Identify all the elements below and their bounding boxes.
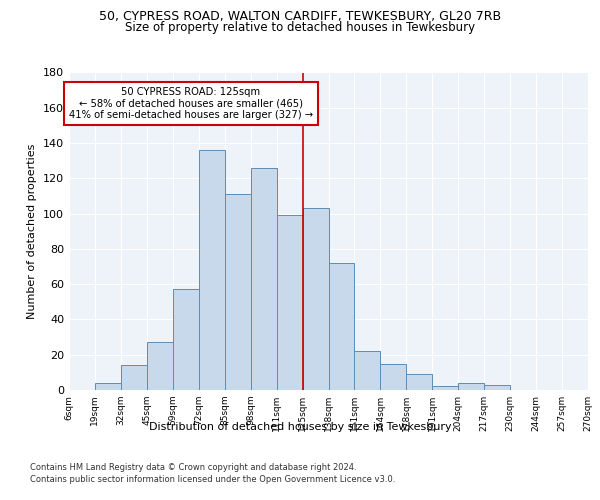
Text: 50 CYPRESS ROAD: 125sqm
← 58% of detached houses are smaller (465)
41% of semi-d: 50 CYPRESS ROAD: 125sqm ← 58% of detache… (69, 86, 313, 120)
Text: 50, CYPRESS ROAD, WALTON CARDIFF, TEWKESBURY, GL20 7RB: 50, CYPRESS ROAD, WALTON CARDIFF, TEWKES… (99, 10, 501, 23)
Bar (147, 342, 173, 390)
Bar (302, 208, 329, 390)
Bar (173, 290, 199, 390)
Bar (277, 216, 302, 390)
Text: Size of property relative to detached houses in Tewkesbury: Size of property relative to detached ho… (125, 21, 475, 34)
Bar (484, 384, 510, 390)
Text: Contains public sector information licensed under the Open Government Licence v3: Contains public sector information licen… (30, 475, 395, 484)
Bar (329, 263, 355, 390)
Bar (121, 366, 147, 390)
Text: Contains HM Land Registry data © Crown copyright and database right 2024.: Contains HM Land Registry data © Crown c… (30, 462, 356, 471)
Bar (458, 383, 484, 390)
Bar (355, 351, 380, 390)
Bar (406, 374, 432, 390)
Text: Distribution of detached houses by size in Tewkesbury: Distribution of detached houses by size … (149, 422, 451, 432)
Bar (225, 194, 251, 390)
Bar (433, 386, 458, 390)
Bar (251, 168, 277, 390)
Bar (199, 150, 224, 390)
Bar (380, 364, 406, 390)
Bar (95, 383, 121, 390)
Y-axis label: Number of detached properties: Number of detached properties (28, 144, 37, 319)
